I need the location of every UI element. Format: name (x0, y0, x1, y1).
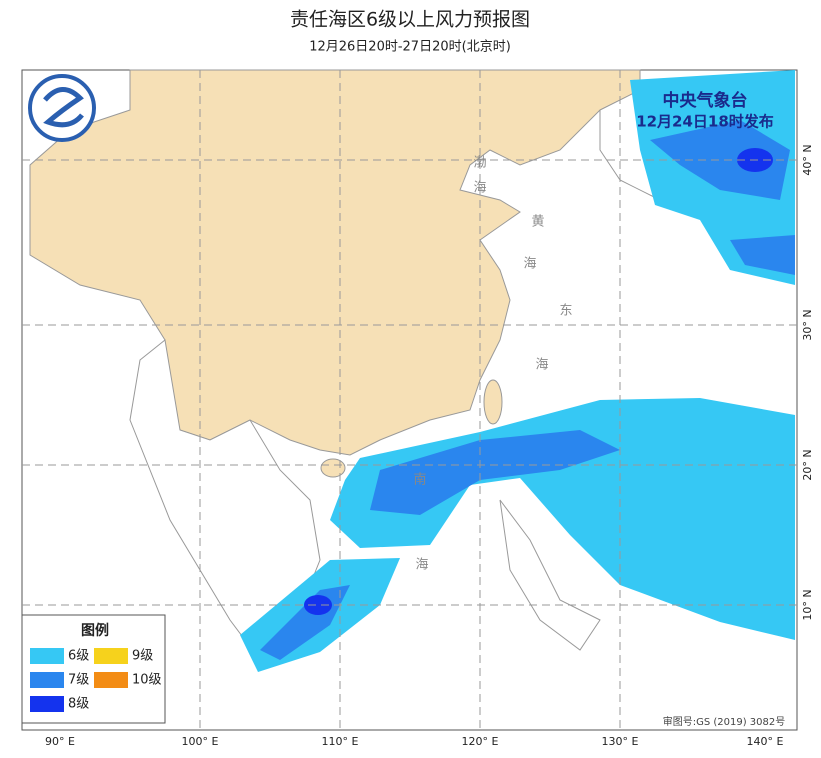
taiwan (483, 379, 503, 425)
lon-label: 130° E (602, 735, 639, 748)
approval-number: 审图号:GS (2019) 3082号 (663, 715, 786, 728)
legend-swatch (94, 648, 128, 664)
agency: 中央气象台 (663, 90, 748, 111)
lon-label: 120° E (462, 735, 499, 748)
legend-swatch (30, 672, 64, 688)
map: 渤 海 黄 海 东 海 南 海 中央气象台 12月24日18时发布 图例 6级 7… (21, 69, 798, 731)
sea-label: 海 (535, 358, 548, 373)
legend-label: 6级 (68, 649, 89, 664)
lat-label: 40° N (801, 144, 814, 175)
sea-label: 东 (559, 304, 572, 319)
lat-label: 20° N (801, 449, 814, 480)
legend-label: 7级 (68, 673, 89, 688)
legend-title: 图例 (81, 622, 109, 639)
legend-label: 8级 (68, 697, 89, 712)
sea-label: 海 (523, 257, 536, 272)
legend-swatch (94, 672, 128, 688)
subtitle: 12月26日20时-27日20时(北京时) (309, 40, 511, 55)
wind-area-7 (730, 235, 795, 275)
lon-label: 140° E (747, 735, 784, 748)
sea-label: 黄 (531, 215, 544, 230)
legend-label: 9级 (132, 649, 153, 664)
wind-area-8 (304, 595, 332, 615)
legend-swatch (30, 648, 64, 664)
lat-label: 30° N (801, 309, 814, 340)
issue-time: 12月24日18时发布 (636, 113, 774, 131)
lon-label: 90° E (45, 735, 75, 748)
graticule (22, 70, 797, 730)
wind-area-7 (650, 120, 790, 200)
title: 责任海区6级以上风力预报图 (290, 9, 530, 31)
sea-label: 南 (413, 472, 426, 488)
sea-label: 海 (415, 558, 428, 573)
philippines (499, 499, 601, 651)
lon-label: 100° E (182, 735, 219, 748)
lat-label: 10° N (801, 589, 814, 620)
logo-mark (43, 87, 84, 128)
china-land (29, 69, 641, 456)
wind-area-7 (370, 430, 620, 515)
hainan (320, 458, 346, 478)
legend-swatch (30, 696, 64, 712)
legend-label: 10级 (132, 673, 162, 688)
sea-label: 海 (473, 181, 486, 196)
sea-label: 渤 (473, 155, 486, 171)
lon-label: 110° E (322, 735, 359, 748)
legend: 图例 6级 7级 8级 9级 10级 (21, 614, 166, 724)
